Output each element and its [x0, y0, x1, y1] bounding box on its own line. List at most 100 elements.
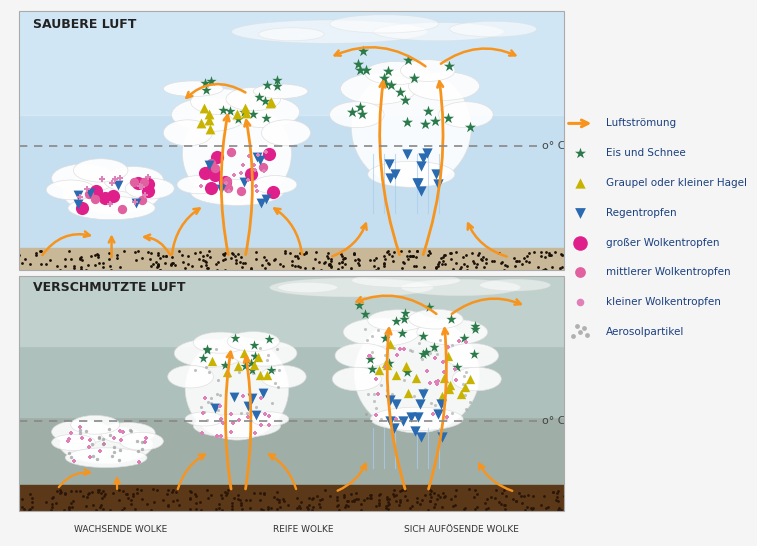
- Point: [142, 186, 154, 195]
- Point: [401, 252, 413, 260]
- Point: [226, 501, 238, 510]
- Point: [513, 257, 525, 266]
- Point: [26, 502, 38, 511]
- Point: [429, 500, 441, 508]
- Ellipse shape: [70, 416, 120, 434]
- Point: [419, 120, 431, 129]
- Ellipse shape: [65, 448, 147, 467]
- Point: [223, 352, 235, 360]
- Point: [396, 485, 408, 494]
- Point: [310, 247, 322, 256]
- Point: [186, 262, 198, 270]
- Point: [299, 264, 311, 273]
- Point: [246, 393, 258, 402]
- Point: [131, 436, 143, 445]
- Point: [63, 448, 75, 457]
- Point: [201, 251, 213, 259]
- Point: [535, 248, 547, 257]
- Point: [352, 255, 364, 264]
- Point: [213, 500, 226, 509]
- Point: [209, 171, 221, 180]
- Point: [481, 259, 493, 268]
- Point: [416, 350, 428, 359]
- Point: [131, 488, 143, 497]
- Point: [188, 490, 201, 498]
- Point: [207, 357, 219, 366]
- Point: [95, 489, 107, 497]
- Text: mittlerer Wolkentropfen: mittlerer Wolkentropfen: [606, 268, 731, 277]
- Point: [481, 504, 494, 513]
- Point: [243, 152, 255, 161]
- Point: [416, 495, 428, 504]
- Point: [73, 200, 85, 209]
- Point: [404, 252, 416, 260]
- Point: [390, 316, 402, 325]
- Point: [448, 492, 460, 501]
- Point: [509, 257, 522, 265]
- Point: [313, 257, 325, 266]
- Point: [86, 252, 98, 261]
- Point: [546, 263, 558, 271]
- Point: [97, 487, 109, 496]
- Point: [460, 367, 472, 376]
- Point: [360, 410, 372, 418]
- Point: [411, 497, 423, 506]
- Point: [537, 492, 550, 501]
- Point: [173, 501, 185, 510]
- Point: [107, 179, 119, 188]
- Point: [435, 399, 447, 408]
- Point: [340, 500, 352, 509]
- Point: [432, 262, 444, 270]
- Point: [273, 497, 285, 506]
- Point: [262, 502, 274, 511]
- Point: [410, 253, 422, 262]
- Point: [98, 262, 110, 271]
- Point: [509, 497, 522, 506]
- Ellipse shape: [232, 20, 428, 43]
- Point: [139, 434, 151, 442]
- Point: [228, 393, 240, 401]
- Point: [450, 363, 463, 372]
- Point: [65, 255, 77, 264]
- Point: [478, 499, 491, 508]
- Point: [408, 391, 420, 400]
- Point: [293, 501, 305, 510]
- Point: [219, 255, 231, 264]
- Point: [413, 178, 425, 187]
- Point: [353, 260, 365, 269]
- Point: [469, 486, 481, 495]
- Ellipse shape: [229, 97, 300, 128]
- Point: [417, 153, 429, 162]
- Point: [379, 80, 391, 88]
- Ellipse shape: [191, 89, 251, 115]
- Point: [151, 486, 163, 495]
- Point: [401, 367, 413, 376]
- Point: [268, 493, 280, 502]
- Point: [549, 248, 561, 257]
- Point: [72, 190, 84, 199]
- Point: [294, 262, 306, 271]
- Point: [16, 259, 28, 268]
- Point: [306, 494, 318, 503]
- Point: [507, 495, 519, 504]
- Point: [413, 339, 425, 347]
- Point: [259, 97, 271, 105]
- Point: [498, 260, 510, 269]
- Point: [394, 247, 407, 256]
- Point: [195, 262, 207, 271]
- Point: [342, 497, 354, 506]
- Point: [194, 497, 206, 506]
- Point: [411, 493, 423, 502]
- Point: [182, 259, 194, 268]
- Text: SICH AUFÖSENDE WOLKE: SICH AUFÖSENDE WOLKE: [404, 525, 519, 535]
- Point: [350, 495, 362, 503]
- Point: [200, 261, 212, 270]
- Point: [273, 365, 285, 374]
- Point: [114, 486, 126, 495]
- Point: [226, 498, 238, 507]
- Point: [228, 494, 240, 502]
- Point: [265, 366, 277, 375]
- Point: [307, 264, 319, 273]
- Point: [410, 427, 422, 436]
- Point: [260, 264, 272, 273]
